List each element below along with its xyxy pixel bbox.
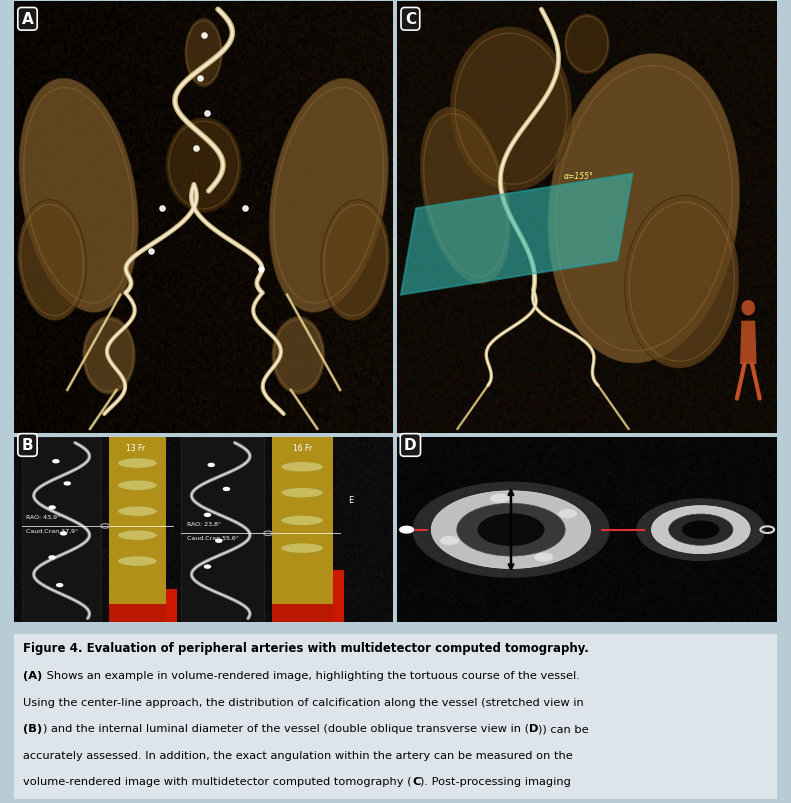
Ellipse shape (118, 556, 157, 566)
Ellipse shape (281, 516, 324, 526)
Text: E: E (348, 495, 353, 504)
Ellipse shape (118, 531, 157, 540)
Bar (109, 604, 166, 622)
Circle shape (440, 536, 459, 545)
Circle shape (204, 514, 210, 516)
Ellipse shape (166, 118, 241, 214)
Circle shape (223, 488, 229, 491)
Ellipse shape (321, 201, 389, 321)
Circle shape (668, 515, 733, 545)
Point (194, 73, 206, 86)
Circle shape (49, 507, 55, 509)
Circle shape (682, 521, 720, 539)
Ellipse shape (18, 201, 86, 321)
Ellipse shape (281, 544, 324, 553)
Text: RAO: 43,9°: RAO: 43,9° (25, 514, 60, 519)
Circle shape (652, 506, 750, 554)
Text: C: C (405, 12, 416, 27)
Ellipse shape (82, 317, 135, 395)
Point (254, 263, 267, 276)
Ellipse shape (281, 488, 324, 498)
Point (144, 246, 157, 259)
Circle shape (412, 482, 610, 578)
Ellipse shape (450, 27, 572, 192)
Text: volume-rendered image with multidetector computed tomography (: volume-rendered image with multidetector… (24, 776, 412, 786)
Polygon shape (401, 174, 633, 296)
Ellipse shape (118, 507, 157, 516)
Point (201, 108, 214, 120)
Text: (A): (A) (24, 671, 43, 681)
Circle shape (208, 464, 214, 467)
Ellipse shape (19, 79, 138, 313)
Circle shape (741, 300, 755, 316)
Ellipse shape (118, 480, 157, 491)
Ellipse shape (185, 19, 222, 88)
Text: Caud.Cran 37,9°: Caud.Cran 37,9° (25, 528, 78, 533)
Bar (272, 604, 332, 622)
Text: ) and the internal luminal diameter of the vessel (double oblique transverse vie: ) and the internal luminal diameter of t… (43, 724, 528, 733)
Ellipse shape (269, 79, 388, 313)
Circle shape (60, 532, 66, 535)
Point (198, 30, 210, 43)
Text: RAO: 23,8°: RAO: 23,8° (187, 521, 221, 526)
Text: Using the center-line approach, the distribution of calcification along the vess: Using the center-line approach, the dist… (24, 697, 584, 707)
Ellipse shape (564, 14, 610, 75)
Ellipse shape (548, 55, 740, 364)
Polygon shape (740, 321, 757, 365)
Text: D: D (528, 724, 538, 733)
Circle shape (57, 584, 62, 587)
Text: )) can be: )) can be (538, 724, 589, 733)
Text: D: D (404, 438, 417, 453)
Ellipse shape (281, 462, 324, 472)
Circle shape (53, 460, 59, 463)
Text: C: C (412, 776, 420, 786)
Ellipse shape (118, 459, 157, 469)
Bar (332, 571, 344, 622)
Text: Figure 4. Evaluation of peripheral arteries with multidetector computed tomograp: Figure 4. Evaluation of peripheral arter… (24, 641, 589, 654)
Circle shape (534, 553, 553, 562)
Text: B: B (21, 438, 33, 453)
Circle shape (558, 509, 577, 519)
Circle shape (490, 494, 509, 503)
Text: 16 Fr: 16 Fr (293, 443, 312, 452)
Bar (22, 438, 101, 622)
Text: ). Post-processing imaging: ). Post-processing imaging (420, 776, 571, 786)
Text: accurately assessed. In addition, the exact angulation within the artery can be : accurately assessed. In addition, the ex… (24, 750, 573, 760)
Circle shape (204, 565, 210, 569)
Circle shape (478, 514, 544, 546)
Point (190, 142, 202, 155)
Text: (B): (B) (24, 724, 43, 733)
Circle shape (216, 540, 221, 543)
Text: Caud.Cran 55,6°: Caud.Cran 55,6° (187, 536, 239, 540)
Bar (272, 438, 332, 622)
Circle shape (431, 491, 591, 569)
Bar (109, 438, 166, 622)
Text: 13 Fr: 13 Fr (126, 443, 145, 452)
Ellipse shape (625, 196, 739, 369)
Text: α=155°: α=155° (564, 172, 594, 181)
Ellipse shape (420, 108, 511, 284)
Circle shape (399, 527, 414, 533)
Circle shape (64, 483, 70, 485)
Point (156, 202, 168, 215)
Ellipse shape (272, 317, 325, 395)
Bar (166, 589, 177, 622)
Text: A: A (21, 12, 33, 27)
Circle shape (49, 556, 55, 559)
Bar (181, 438, 264, 622)
Circle shape (636, 499, 766, 561)
Circle shape (456, 503, 566, 556)
Text: Shows an example in volume-rendered image, highlighting the tortuous course of t: Shows an example in volume-rendered imag… (43, 671, 580, 681)
Point (239, 202, 252, 215)
